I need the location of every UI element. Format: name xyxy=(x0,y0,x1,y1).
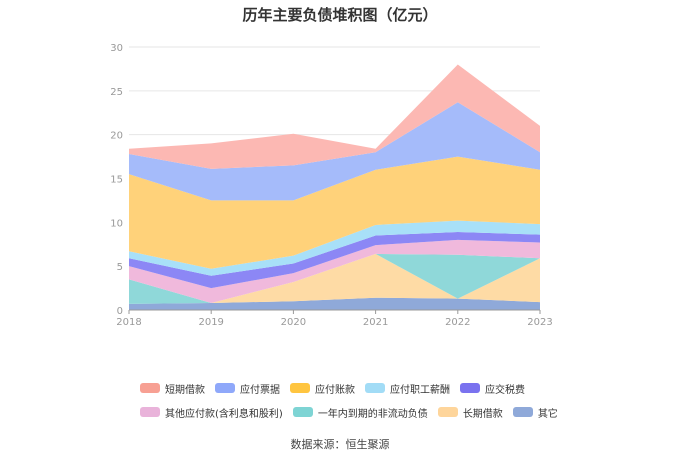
legend-label: 其他应付款(含利息和股利) xyxy=(165,408,283,420)
legend-swatch xyxy=(140,407,160,417)
legend-item[interactable]: 其它 xyxy=(512,405,558,420)
y-tick-label: 30 xyxy=(110,43,123,54)
legend-swatch xyxy=(512,407,533,417)
data-source-note: 数据来源：恒生聚源 xyxy=(290,438,390,451)
area-series-layer xyxy=(129,64,540,310)
legend-item[interactable]: 短期借款 xyxy=(140,381,205,396)
legend-item[interactable]: 应付账款 xyxy=(290,381,355,396)
legend-item[interactable]: 一年内到期的非流动负债 xyxy=(292,405,428,420)
legend-label: 短期借款 xyxy=(165,384,205,396)
legend-swatch xyxy=(437,407,458,417)
area-series xyxy=(129,297,540,310)
y-tick-label: 5 xyxy=(117,262,123,273)
legend-item[interactable]: 其他应付款(含利息和股利) xyxy=(140,405,283,420)
legend-label: 应交税费 xyxy=(485,384,525,396)
area-series xyxy=(129,231,540,289)
legend-label: 应付职工薪酬 xyxy=(390,384,450,396)
legend-item[interactable]: 应付票据 xyxy=(215,381,280,396)
x-tick-label: 2022 xyxy=(445,317,470,328)
y-tick-label: 0 xyxy=(117,306,123,317)
legend-swatch xyxy=(365,383,385,393)
legend-label: 一年内到期的非流动负债 xyxy=(317,408,428,420)
x-tick-label: 2020 xyxy=(281,317,306,328)
x-tick-label: 2018 xyxy=(116,317,141,328)
legend-row: 其他应付款(含利息和股利) 一年内到期的非流动负债 长期借款 其它 xyxy=(140,400,560,424)
legend-swatch xyxy=(290,383,310,393)
area-series xyxy=(129,220,540,276)
legend-swatch xyxy=(140,383,160,393)
legend-label: 其它 xyxy=(537,408,558,420)
legend-item[interactable]: 长期借款 xyxy=(437,405,503,420)
area-series xyxy=(129,156,540,269)
x-tick-label: 2021 xyxy=(363,317,388,328)
y-tick-label: 10 xyxy=(110,218,123,229)
area-series xyxy=(129,64,540,169)
legend-item[interactable]: 应交税费 xyxy=(460,381,525,396)
area-series xyxy=(129,253,540,304)
area-series xyxy=(129,102,540,201)
legend: 短期借款 应付票据 应付账款 应付职工薪酬 应交税费其他应付款(含利息和股利) 一年内到期… xyxy=(140,376,560,424)
legend-item[interactable]: 应付职工薪酬 xyxy=(365,381,450,396)
area-series xyxy=(129,253,540,304)
y-tick-label: 20 xyxy=(110,131,123,142)
legend-label: 长期借款 xyxy=(462,408,503,420)
legend-swatch xyxy=(215,383,235,393)
legend-label: 应付账款 xyxy=(315,384,355,396)
x-tick-label: 2023 xyxy=(527,317,552,328)
y-tick-label: 25 xyxy=(110,87,123,98)
y-tick-label: 15 xyxy=(110,175,123,186)
legend-row: 短期借款 应付票据 应付账款 应付职工薪酬 应交税费 xyxy=(140,376,560,400)
legend-label: 应付票据 xyxy=(240,384,280,396)
legend-swatch xyxy=(460,383,480,393)
chart-title: 历年主要负债堆积图（亿元） xyxy=(242,6,438,24)
legend-swatch xyxy=(292,407,313,417)
x-tick-label: 2019 xyxy=(198,317,223,328)
axes: 0 5 10 15 20 25 30 2018 2019 2020 2021 2022 2023 xyxy=(110,43,552,328)
area-series xyxy=(129,239,540,303)
